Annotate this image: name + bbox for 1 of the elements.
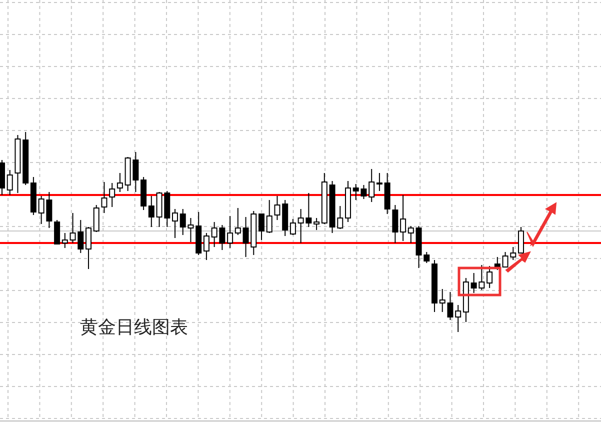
annotation: 黄金日线图表	[80, 317, 188, 338]
